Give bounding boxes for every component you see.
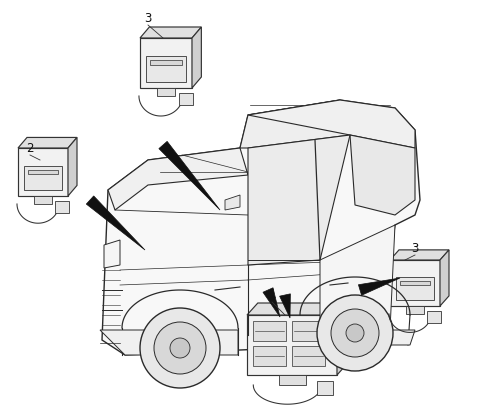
Polygon shape (427, 311, 441, 323)
Polygon shape (18, 138, 77, 148)
Circle shape (331, 309, 379, 357)
Polygon shape (28, 170, 58, 174)
Polygon shape (350, 135, 415, 215)
Polygon shape (317, 381, 333, 395)
Polygon shape (159, 141, 220, 210)
Polygon shape (108, 148, 248, 210)
Polygon shape (68, 138, 77, 196)
Polygon shape (263, 288, 280, 317)
Polygon shape (86, 196, 145, 250)
Polygon shape (292, 321, 325, 341)
Polygon shape (157, 88, 175, 96)
Polygon shape (55, 201, 69, 213)
Polygon shape (18, 148, 68, 196)
Circle shape (346, 324, 364, 342)
Polygon shape (390, 250, 449, 260)
Polygon shape (100, 330, 238, 355)
Polygon shape (140, 38, 192, 88)
Polygon shape (192, 27, 202, 88)
Polygon shape (248, 135, 350, 265)
Polygon shape (440, 250, 449, 306)
Polygon shape (396, 277, 434, 300)
Polygon shape (253, 346, 286, 366)
Polygon shape (320, 225, 395, 340)
Circle shape (170, 338, 190, 358)
Polygon shape (247, 303, 348, 315)
Circle shape (154, 322, 206, 374)
Polygon shape (24, 166, 62, 190)
Text: 3: 3 (411, 242, 419, 255)
Polygon shape (34, 196, 52, 204)
Polygon shape (280, 294, 290, 318)
Polygon shape (406, 306, 424, 314)
Polygon shape (179, 93, 192, 105)
Text: 1: 1 (268, 288, 276, 301)
Polygon shape (359, 278, 400, 295)
Polygon shape (146, 56, 186, 82)
Polygon shape (104, 240, 120, 268)
Polygon shape (102, 100, 420, 355)
Text: 2: 2 (26, 142, 34, 155)
Polygon shape (225, 195, 240, 210)
Polygon shape (355, 330, 415, 345)
Text: 3: 3 (144, 12, 152, 25)
Polygon shape (240, 100, 350, 148)
Polygon shape (150, 60, 182, 65)
Polygon shape (337, 303, 348, 375)
Polygon shape (278, 375, 305, 385)
Circle shape (140, 308, 220, 388)
Polygon shape (400, 281, 430, 285)
Polygon shape (247, 315, 337, 375)
Polygon shape (140, 27, 202, 38)
Circle shape (317, 295, 393, 371)
Polygon shape (248, 100, 415, 148)
Polygon shape (292, 346, 325, 366)
Polygon shape (253, 321, 286, 341)
Polygon shape (390, 260, 440, 306)
